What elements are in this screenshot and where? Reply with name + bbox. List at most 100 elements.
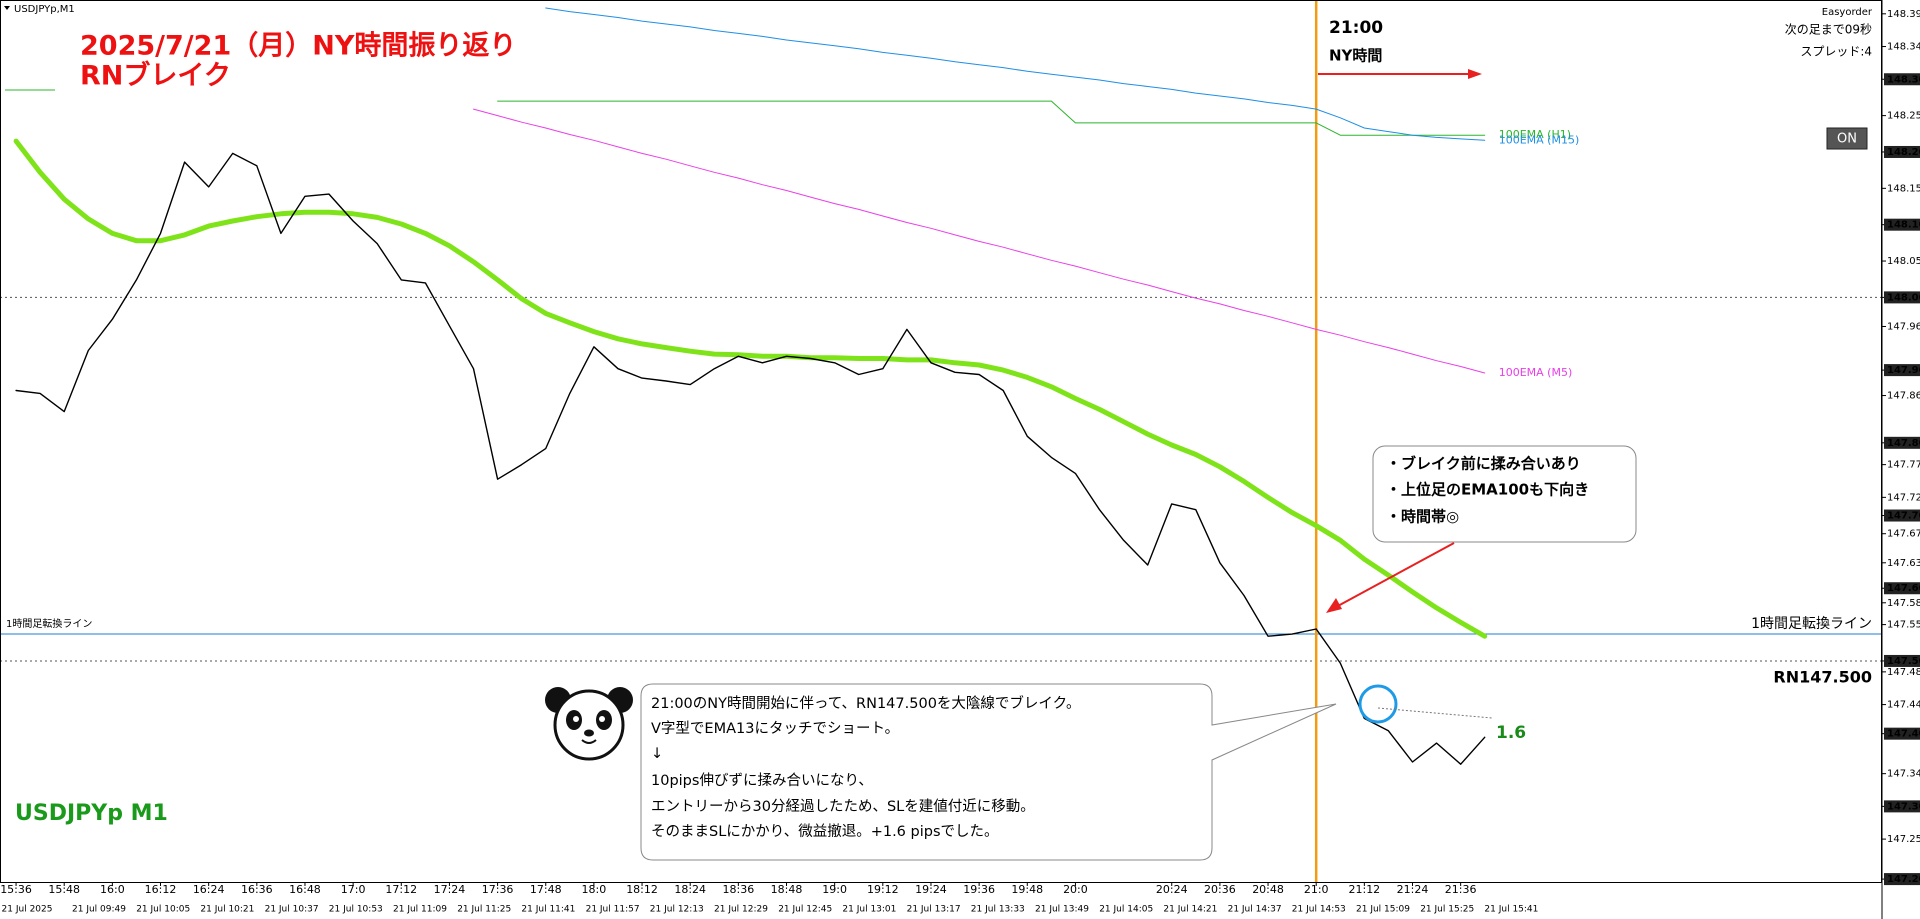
vline-time-label: 21:00 bbox=[1329, 18, 1383, 38]
x2-label: 21 Jul 10:05 bbox=[136, 905, 190, 915]
x-tick-label: 19:24 bbox=[915, 883, 947, 896]
y-tick-label: 147.675 bbox=[1887, 529, 1920, 540]
note-line: そのままSLにかかり、微益撤退。+1.6 pipsでした。 bbox=[651, 823, 999, 840]
y-tick-label: 147.400 bbox=[1887, 729, 1920, 740]
x2-label: 21 Jul 14:05 bbox=[1099, 905, 1153, 915]
y-tick-label: 147.345 bbox=[1887, 769, 1920, 780]
x2-label: 21 Jul 15:25 bbox=[1420, 905, 1474, 915]
y-tick-highlight bbox=[1884, 145, 1920, 158]
y-tick-label: 147.255 bbox=[1887, 834, 1920, 845]
callout-line: ・上位足のEMA100も下向き bbox=[1386, 481, 1589, 499]
series-line bbox=[15, 152, 1486, 765]
note-line: V字型でEMA13にタッチでショート。 bbox=[651, 720, 899, 737]
y-tick-label: 147.800 bbox=[1887, 438, 1920, 449]
x2-label: 21 Jul 13:33 bbox=[971, 905, 1025, 915]
callout-box bbox=[1372, 445, 1637, 543]
h-line-label: RN147.500 bbox=[1773, 667, 1872, 686]
y-tick-label: 147.725 bbox=[1887, 492, 1920, 503]
x2-label: 21 Jul 12:45 bbox=[778, 905, 832, 915]
x-tick-label: 20:24 bbox=[1156, 883, 1188, 896]
x-tick-label: 17:0 bbox=[341, 883, 366, 896]
trade-line bbox=[1377, 707, 1493, 719]
series-label: 100EMA (M5) bbox=[1499, 366, 1573, 379]
x2-label: 21 Jul 14:21 bbox=[1163, 905, 1217, 915]
x-tick-label: 21:36 bbox=[1445, 883, 1477, 896]
x2-label: 21 Jul 09:49 bbox=[72, 905, 126, 915]
x2-label: 21 Jul 10:37 bbox=[265, 905, 319, 915]
y-tick-label: 147.635 bbox=[1887, 558, 1920, 569]
y-tick-label: 148.050 bbox=[1887, 256, 1920, 267]
x-tick-label: 16:24 bbox=[193, 883, 225, 896]
y-tick-label: 148.200 bbox=[1887, 147, 1920, 158]
x-tick-label: 16:48 bbox=[289, 883, 321, 896]
x-tick-label: 21:12 bbox=[1348, 883, 1380, 896]
y-tick-highlight bbox=[1884, 73, 1920, 86]
y-tick-label: 147.600 bbox=[1887, 583, 1920, 594]
callout-arrow-head bbox=[1326, 598, 1342, 613]
on-button[interactable] bbox=[1826, 127, 1868, 150]
x2-label: 21 Jul 12:29 bbox=[714, 905, 768, 915]
y-tick-label: 148.150 bbox=[1887, 183, 1920, 194]
y-tick-label: 147.200 bbox=[1887, 874, 1920, 885]
note-line: 10pips伸びずに揉み合いになり、 bbox=[651, 772, 873, 789]
series-line bbox=[497, 100, 1486, 136]
x2-label: 21 Jul 14:53 bbox=[1292, 905, 1346, 915]
x-tick-label: 17:12 bbox=[385, 883, 417, 896]
note-line: ↓ bbox=[651, 746, 663, 762]
x2-label: 21 Jul 2025 bbox=[2, 905, 53, 915]
h-line-label-left: 1時間足転換ライン bbox=[6, 618, 92, 630]
x-tick-label: 19:36 bbox=[963, 883, 995, 896]
x-tick-label: 20:0 bbox=[1063, 883, 1088, 896]
on-button-label[interactable]: ON bbox=[1837, 132, 1857, 147]
y-tick-label: 147.865 bbox=[1887, 391, 1920, 402]
x-tick-label: 18:24 bbox=[674, 883, 706, 896]
x-tick-label: 16:36 bbox=[241, 883, 273, 896]
x-tick-label: 19:12 bbox=[867, 883, 899, 896]
y-tick-label: 148.345 bbox=[1887, 42, 1920, 53]
symbol-caption: USDJPYp,M1 bbox=[14, 4, 75, 15]
y-tick-highlight bbox=[1884, 291, 1920, 304]
x-tick-label: 17:24 bbox=[434, 883, 466, 896]
series-line bbox=[545, 7, 1486, 141]
callout-line: ・ブレイク前に揉み合いあり bbox=[1386, 455, 1581, 473]
callout-arrow bbox=[1335, 542, 1455, 608]
x-tick-label: 18:12 bbox=[626, 883, 658, 896]
y-tick-highlight bbox=[1884, 582, 1920, 595]
x2-label: 21 Jul 10:21 bbox=[200, 905, 254, 915]
session-arrow-head bbox=[1468, 69, 1482, 79]
title: 2025/7/21（月）NY時間振り返り bbox=[80, 31, 516, 62]
series-line bbox=[473, 108, 1486, 374]
x2-label: 21 Jul 13:01 bbox=[842, 905, 896, 915]
subtitle: RNブレイク bbox=[80, 60, 231, 92]
x2-label: 21 Jul 11:57 bbox=[586, 905, 640, 915]
x-tick-label: 20:48 bbox=[1252, 883, 1284, 896]
x2-label: 21 Jul 10:53 bbox=[329, 905, 383, 915]
note-line: エントリーから30分経過したため、SLを建値付近に移動。 bbox=[651, 798, 1035, 815]
panda-icon bbox=[545, 687, 633, 761]
x-tick-label: 18:48 bbox=[771, 883, 803, 896]
y-tick-label: 147.300 bbox=[1887, 801, 1920, 812]
callout-line: ・時間帯◎ bbox=[1386, 508, 1459, 526]
x2-label: 21 Jul 14:37 bbox=[1228, 905, 1282, 915]
entry-circle bbox=[1358, 684, 1398, 724]
y-tick-label: 147.580 bbox=[1887, 598, 1920, 609]
countdown: 次の足まで09秒 bbox=[1785, 23, 1872, 37]
series-line bbox=[13, 138, 1488, 639]
x2-label: 21 Jul 11:09 bbox=[393, 905, 447, 915]
y-tick-highlight bbox=[1884, 654, 1920, 667]
y-tick-highlight bbox=[1884, 800, 1920, 813]
y-tick-highlight bbox=[1884, 873, 1920, 886]
y-tick-label: 147.485 bbox=[1887, 667, 1920, 678]
pips-label: 1.6 bbox=[1496, 723, 1526, 743]
y-tick-label: 147.900 bbox=[1887, 365, 1920, 376]
y-tick-label: 147.960 bbox=[1887, 321, 1920, 332]
x-tick-label: 15:48 bbox=[48, 883, 80, 896]
x-tick-label: 17:48 bbox=[530, 883, 562, 896]
y-tick-label: 147.440 bbox=[1887, 700, 1920, 711]
x-tick-label: 19:0 bbox=[822, 883, 847, 896]
plugin-name: Easyorder bbox=[1822, 7, 1873, 18]
x2-label: 21 Jul 13:17 bbox=[907, 905, 961, 915]
menu-icon[interactable] bbox=[4, 6, 10, 10]
x2-label: 21 Jul 13:49 bbox=[1035, 905, 1089, 915]
